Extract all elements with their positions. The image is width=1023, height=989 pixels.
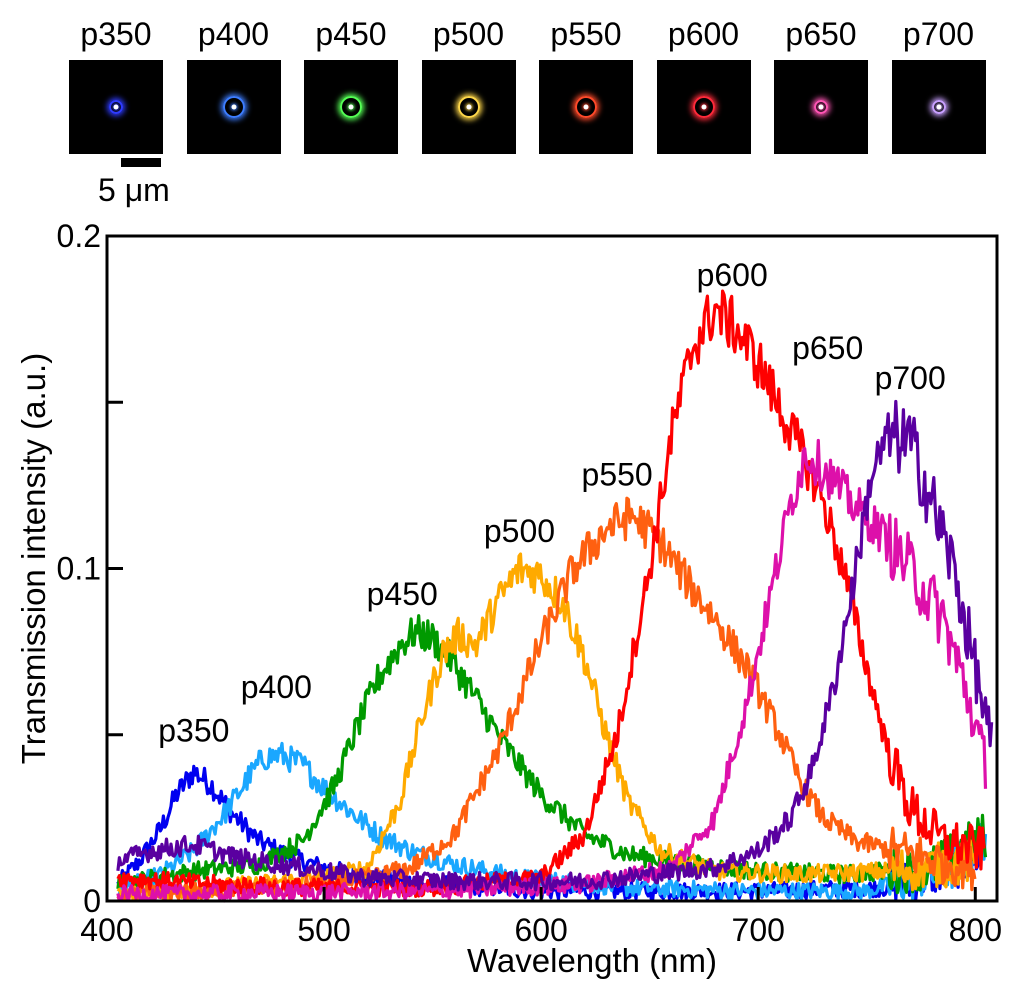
series-label-p450: p450 [367,576,438,612]
x-tick-label: 400 [80,912,133,948]
series-label-p500: p500 [484,513,555,549]
y-tick-label: 0.1 [57,551,101,587]
x-tick-label: 600 [514,912,567,948]
y-tick-label: 0.2 [57,218,101,254]
spot-image-p650 [774,60,868,154]
scale-bar [121,158,161,167]
spot-label-p350: p350 [80,16,152,52]
spot-label-p400: p400 [197,16,270,52]
x-tick-label: 500 [297,912,350,948]
spot-label-p650: p650 [785,16,857,52]
plot-frame [105,234,999,903]
spot-label-p500: p500 [432,16,505,52]
spot-image-p450 [304,60,398,154]
spot-image-p550 [539,60,633,154]
series-label-p550: p550 [582,456,653,492]
series-line-p450 [116,614,988,895]
y-tick-label: 0 [83,883,101,919]
series-label-p650: p650 [792,330,863,366]
series-label-p400: p400 [241,669,312,705]
series-line-p700 [116,399,994,892]
series-label-p600: p600 [697,257,768,293]
tick-labels: 400 500 600 700 800 0 0.1 0.2 Wavelength (nm) Tra… [15,218,1002,979]
spot-image-p600 [656,60,751,154]
series-line-p400 [117,741,988,902]
scale-bar-label: 5 μm [98,172,170,208]
spot-label-p450: p450 [315,16,387,52]
spot-image-p700 [891,60,986,154]
series-label-p700: p700 [875,360,946,396]
x-axis-title: Wavelength (nm) [467,942,717,979]
series-layer [116,289,994,903]
spot-image-p350 [69,60,163,154]
y-axis-title: Transmission intensity (a.u.) [15,353,52,764]
series-labels: p350 p400 p450 p500 p550 p600 p650 p700 [158,257,946,749]
series-label-p350: p350 [158,712,229,748]
spot-label-p550: p550 [550,16,622,52]
axes-frame [105,234,999,903]
spot-image-p500 [421,60,516,154]
x-tick-label: 700 [732,912,785,948]
spot-label-p600: p600 [667,16,740,52]
spot-image-p400 [186,60,281,154]
x-tick-label: 800 [949,912,1002,948]
spot-label-p700: p700 [902,16,975,52]
